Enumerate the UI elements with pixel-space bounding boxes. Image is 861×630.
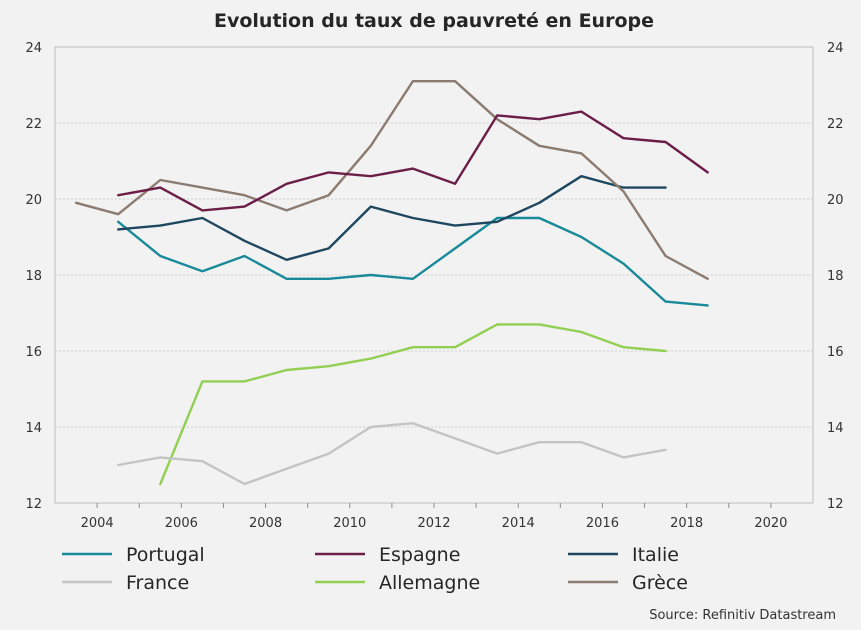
x-tick-label: 2004 xyxy=(81,516,114,531)
series-line-france xyxy=(116,422,667,486)
legend-label: Allemagne xyxy=(379,572,480,594)
y-tick-label-left: 24 xyxy=(25,41,42,56)
y-tick-label-right: 18 xyxy=(827,269,844,284)
y-tick-label-right: 24 xyxy=(827,41,844,56)
y-tick-label-right: 20 xyxy=(827,193,844,208)
x-tick-label: 2016 xyxy=(586,516,619,531)
series-line-grèce xyxy=(74,79,709,280)
y-tick-label-right: 12 xyxy=(827,497,844,512)
legend-label: Espagne xyxy=(379,544,460,566)
y-tick-label-left: 22 xyxy=(25,117,42,132)
series-line-espagne xyxy=(116,110,709,212)
legend-label: France xyxy=(126,572,189,594)
x-tick-label: 2006 xyxy=(165,516,198,531)
source-note: Source: Refinitiv Datastream xyxy=(649,608,836,623)
x-tick-label: 2008 xyxy=(249,516,282,531)
x-tick-label: 2018 xyxy=(670,516,703,531)
y-tick-label-left: 18 xyxy=(25,269,42,284)
chart-title: Evolution du taux de pauvreté en Europe xyxy=(214,10,654,32)
y-tick-label-left: 12 xyxy=(25,497,42,512)
series-line-allemagne xyxy=(159,323,667,486)
x-tick-label: 2010 xyxy=(333,516,366,531)
series-line-portugal xyxy=(116,216,709,307)
x-tick-label: 2012 xyxy=(417,516,450,531)
x-tick-label: 2014 xyxy=(502,516,535,531)
y-tick-label-left: 16 xyxy=(25,345,42,360)
y-tick-label-left: 20 xyxy=(25,193,42,208)
series-line-italie xyxy=(116,174,667,261)
series-lines xyxy=(74,79,709,486)
y-tick-label-left: 14 xyxy=(25,421,42,436)
legend-label: Portugal xyxy=(126,544,205,566)
y-tick-label-right: 22 xyxy=(827,117,844,132)
legend: Portugal Espagne Italie France Allemagne Grèc… xyxy=(62,544,688,594)
y-tick-label-right: 16 xyxy=(827,345,844,360)
x-tick-label: 2020 xyxy=(754,516,787,531)
legend-label: Grèce xyxy=(632,572,688,594)
y-tick-label-right: 14 xyxy=(827,421,844,436)
legend-label: Italie xyxy=(632,544,679,566)
